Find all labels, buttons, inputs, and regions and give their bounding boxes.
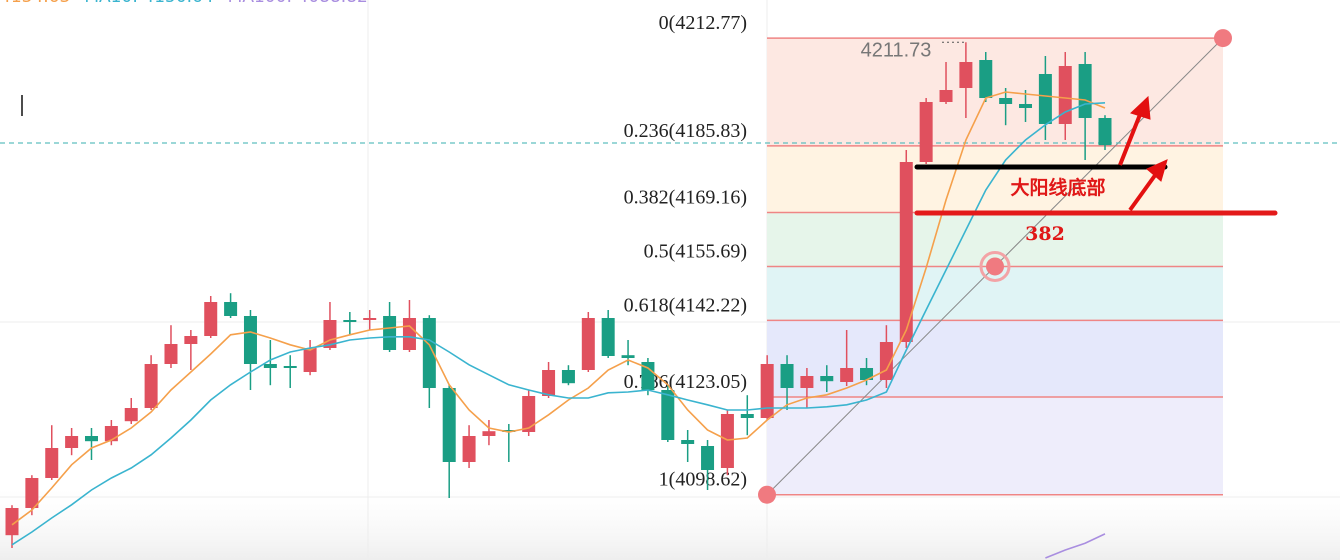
candle-body xyxy=(84,436,98,442)
candle-body xyxy=(502,430,516,432)
candle-body xyxy=(800,376,814,388)
candle-body xyxy=(45,448,59,478)
overlay: 4134.63 MA10: 4150.64 MA100: 4088.82 4211.7… xyxy=(0,0,1278,504)
plot xyxy=(0,42,1340,559)
candle-body xyxy=(164,344,178,364)
fibonacci: 0(4212.77) 0.236(4185.83) 0.382(4169.16) 0.… xyxy=(624,12,1224,496)
candle-body xyxy=(542,370,556,396)
candle-body xyxy=(104,426,118,442)
candle-body xyxy=(144,364,158,408)
fib-handle-ring xyxy=(979,250,1011,282)
candle-body xyxy=(1058,66,1072,124)
fib-label: 0.382(4169.16) xyxy=(624,187,747,209)
candle-body xyxy=(383,316,397,350)
arrows xyxy=(1118,95,1168,212)
candle-body xyxy=(760,364,774,418)
arrow-head xyxy=(1130,95,1151,120)
candle-body xyxy=(701,446,715,470)
candle-body xyxy=(124,408,138,422)
candle-body xyxy=(621,355,635,358)
candle-body xyxy=(522,396,536,432)
candle-body xyxy=(720,414,734,468)
candle-body xyxy=(939,90,953,102)
fib-label: 0.786(4123.05) xyxy=(624,371,747,393)
legend-entry: 4134.63 xyxy=(0,0,70,7)
ma-line xyxy=(11,102,1106,546)
fib-handle xyxy=(986,257,1004,276)
candle-body xyxy=(5,508,19,536)
high-label: 4211.73 xyxy=(861,39,932,61)
candle-body xyxy=(919,102,933,162)
fib-label: 1(4098.62) xyxy=(659,469,747,491)
candle-body xyxy=(224,302,238,316)
candle-body xyxy=(840,368,854,382)
candle-body xyxy=(363,318,377,320)
fib-band xyxy=(767,397,1223,495)
candle-body xyxy=(740,414,754,418)
candle-body xyxy=(661,390,675,440)
candle-body xyxy=(879,342,893,380)
arrow xyxy=(1128,172,1158,212)
ma-line xyxy=(1045,533,1106,559)
candle-body xyxy=(1038,74,1052,124)
candle-body xyxy=(899,162,913,342)
candle-body xyxy=(780,364,794,388)
candle-body xyxy=(402,318,416,350)
fib-label: 0.5(4155.69) xyxy=(644,240,747,262)
candle-body xyxy=(343,320,357,322)
candle-body xyxy=(601,318,615,356)
fib-anchor xyxy=(758,485,776,504)
fib-label: 0.618(4142.22) xyxy=(624,294,747,316)
fib-band xyxy=(767,320,1223,397)
candle-body xyxy=(422,318,436,388)
candle-body xyxy=(243,316,257,364)
fib-anchor xyxy=(1214,29,1232,48)
legend-entry: MA100: 4088.82 xyxy=(228,0,368,7)
annotation: 大阳线底部 xyxy=(1010,176,1105,199)
candle-body xyxy=(482,431,496,436)
candle-body xyxy=(860,368,874,380)
annotation: 382 xyxy=(1025,223,1065,245)
candle-body xyxy=(999,98,1013,104)
candle-body xyxy=(1019,104,1033,108)
candle-body xyxy=(25,478,39,508)
fib-band xyxy=(767,38,1223,146)
candle-body xyxy=(65,436,79,448)
candle-body xyxy=(820,376,834,382)
candle-body xyxy=(561,370,575,384)
candle-body xyxy=(641,362,655,390)
candle-body xyxy=(959,62,973,88)
arrow-head xyxy=(1146,159,1168,182)
candle-body xyxy=(681,440,695,444)
candle-body xyxy=(462,436,476,462)
candle-body xyxy=(283,366,297,368)
fib-label: 0.236(4185.83) xyxy=(624,120,747,142)
legend-entry: MA10: 4150.64 xyxy=(84,0,213,7)
candle-body xyxy=(1078,64,1092,118)
candle-body xyxy=(204,302,218,336)
candle-body xyxy=(303,348,317,372)
candle-body xyxy=(184,336,198,344)
candle-body xyxy=(263,364,277,368)
fib-band xyxy=(767,145,1223,213)
ma-line xyxy=(11,91,1106,526)
candle-body xyxy=(442,388,456,462)
arrow xyxy=(1118,111,1143,166)
candle-body xyxy=(1098,118,1112,146)
fib-label: 0(4212.77) xyxy=(659,12,747,34)
candle-body xyxy=(581,318,595,370)
candle-body xyxy=(979,60,993,98)
